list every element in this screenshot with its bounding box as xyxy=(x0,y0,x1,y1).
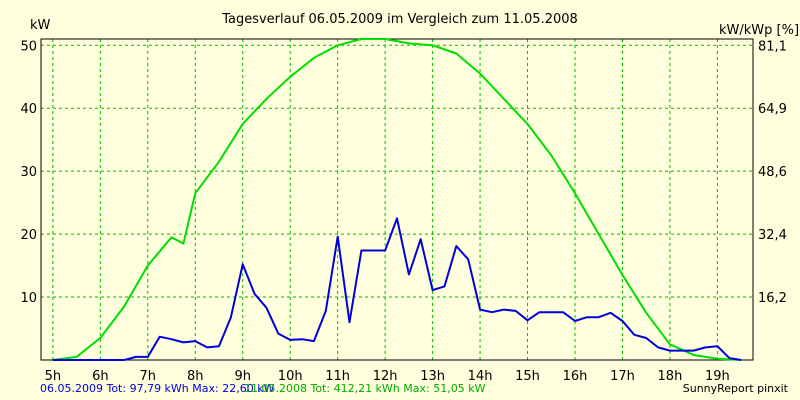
y2-tick-label: 48,6 xyxy=(758,165,787,180)
y-tick-label: 40 xyxy=(20,102,37,117)
series-lines xyxy=(52,38,742,361)
x-tick-label: 19h xyxy=(705,369,730,384)
x-tick-label: 17h xyxy=(610,369,635,384)
y-tick-label: 50 xyxy=(20,39,37,54)
y2-ticks: 16,2 32,4 48,6 64,9 81,1 xyxy=(758,39,787,306)
series-line-2008 xyxy=(52,38,742,361)
legend-total-2009: 06.05.2009 Tot: 97,79 kWh Max: 22,60 kW xyxy=(40,382,275,395)
y-tick-label: 20 xyxy=(20,228,37,243)
x-tick-label: 11h xyxy=(325,369,350,384)
y2-tick-label: 81,1 xyxy=(758,39,787,54)
y2-tick-label: 16,2 xyxy=(758,291,787,306)
x-tick-label: 16h xyxy=(563,369,588,384)
y-tick-label: 10 xyxy=(20,291,37,306)
x-tick-label: 9h xyxy=(234,369,251,384)
credit: SunnyReport pinxit xyxy=(683,382,789,395)
x-tick-label: 5h xyxy=(45,369,62,384)
x-tick-label: 7h xyxy=(140,369,157,384)
x-tick-label: 15h xyxy=(515,369,540,384)
grid xyxy=(41,39,753,360)
series-line-2009 xyxy=(52,217,742,361)
y-tick-label: 30 xyxy=(20,165,37,180)
y-axis-label: kW xyxy=(30,18,51,33)
x-tick-label: 13h xyxy=(420,369,445,384)
x-tick-label: 8h xyxy=(187,369,204,384)
x-tick-label: 18h xyxy=(658,369,683,384)
y2-axis-label: kW/kWp [%] xyxy=(719,23,799,38)
chart-title: Tagesverlauf 06.05.2009 im Vergleich zum… xyxy=(221,12,578,27)
x-ticks: 5h 6h 7h 8h 9h 10h 11h 12h 13h 14h 15h 16h 17h 18h 19h xyxy=(45,369,730,384)
y2-tick-label: 32,4 xyxy=(758,228,787,243)
x-tick-label: 10h xyxy=(278,369,303,384)
legend-total-2008: 11.05.2008 Tot: 412,21 kWh Max: 51,05 kW xyxy=(244,382,486,395)
x-tick-label: 14h xyxy=(468,369,493,384)
y-ticks: 10 20 30 40 50 xyxy=(20,39,37,306)
y2-tick-label: 64,9 xyxy=(758,102,787,117)
plot-frame xyxy=(40,38,754,361)
x-tick-label: 12h xyxy=(373,369,398,384)
x-tick-label: 6h xyxy=(92,369,109,384)
